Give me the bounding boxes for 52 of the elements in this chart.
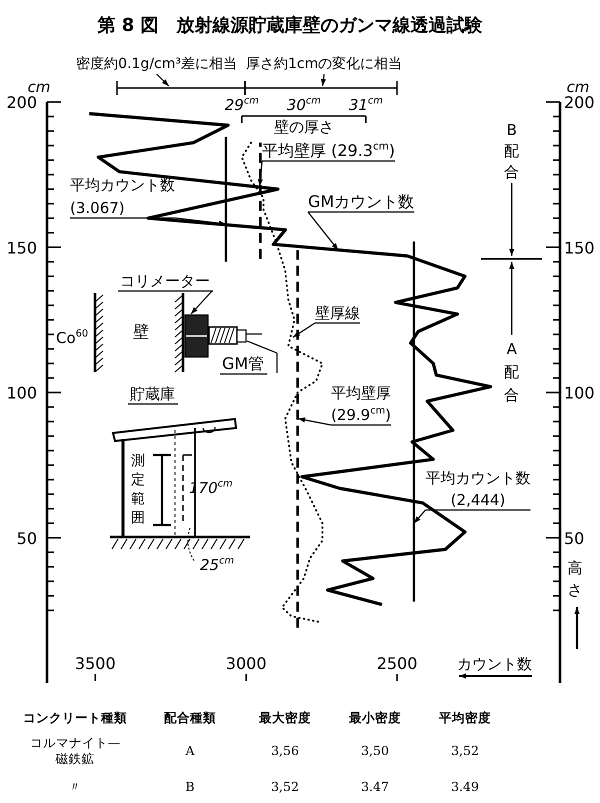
text: コルマナイト— 磁鉄鉱	[30, 735, 120, 766]
text: 密度約0.1g/cm³差に相当	[76, 56, 237, 72]
annotation: 平均カウント数 (3.067)	[70, 176, 175, 217]
x-tick-label: 2500	[376, 654, 418, 673]
text: 3.49	[451, 779, 479, 794]
y-axis-title: cm	[28, 78, 50, 96]
text: 3,56	[271, 743, 299, 758]
annotation: GMカウント数	[308, 192, 414, 211]
x-tick-label: 3000	[226, 654, 267, 673]
y-tick-label: 50	[16, 528, 37, 548]
text: 3,52	[271, 779, 299, 794]
chart-title: 第 8 図 放射線源貯蔵庫壁のガンマ線透過試験	[96, 15, 484, 36]
text: 平均密度	[438, 710, 491, 725]
annotation: 平均壁厚 (29.9$^{cm}$)	[330, 384, 392, 424]
x2-tick-label: 30$^{cm}$	[286, 96, 321, 114]
y-tick-label: 200	[6, 93, 37, 112]
annotation: 壁厚線	[315, 304, 360, 322]
text: 厚さ約1cmの変化に相当	[246, 56, 402, 72]
annotation: 平均壁厚 (29.3$^{cm}$)	[262, 140, 396, 160]
y2-tick-label: 100	[564, 384, 595, 402]
text: コンクリート種類	[23, 710, 127, 725]
text: 配合種類	[164, 710, 216, 725]
text: 3,50	[361, 743, 389, 758]
annotation: 25$^{cm}$	[200, 556, 234, 574]
annotation: 貯蔵庫	[130, 385, 175, 403]
y-tick-label: 150	[6, 238, 37, 258]
text: A	[184, 743, 196, 758]
x-tick-label: 3500	[74, 654, 116, 673]
y2-tick-label: 50	[564, 528, 584, 548]
text: 高さ	[568, 559, 582, 599]
text: 3,52	[451, 743, 479, 758]
annotation: コリメーター	[120, 272, 210, 290]
text: 最大密度	[258, 710, 311, 725]
x2-tick-label: 29$^{cm}$	[224, 96, 259, 114]
y2-tick-label: 150	[564, 238, 595, 258]
x2-axis-title: 壁の厚さ	[274, 118, 334, 136]
y2-axis-title: cm	[566, 78, 590, 96]
annotation: 平均カウント数 (2,444)	[426, 469, 530, 509]
annotation: Co$^{60}$	[56, 328, 88, 347]
annotation: A配合	[504, 340, 520, 404]
text: 3.47	[361, 779, 389, 794]
y-tick-label: 100	[6, 384, 37, 402]
text: 最小密度	[348, 710, 401, 725]
x2-tick-label: 31$^{cm}$	[348, 96, 383, 114]
y2-tick-label: 200	[564, 93, 595, 112]
text: B	[185, 779, 195, 794]
annotation: 測定範囲	[131, 453, 145, 526]
x-axis-title: カウント数	[457, 655, 532, 673]
text: 〃	[68, 779, 82, 794]
annotation: GM管	[222, 354, 264, 373]
annotation: 壁	[133, 322, 149, 341]
annotation: B配合	[504, 120, 520, 181]
